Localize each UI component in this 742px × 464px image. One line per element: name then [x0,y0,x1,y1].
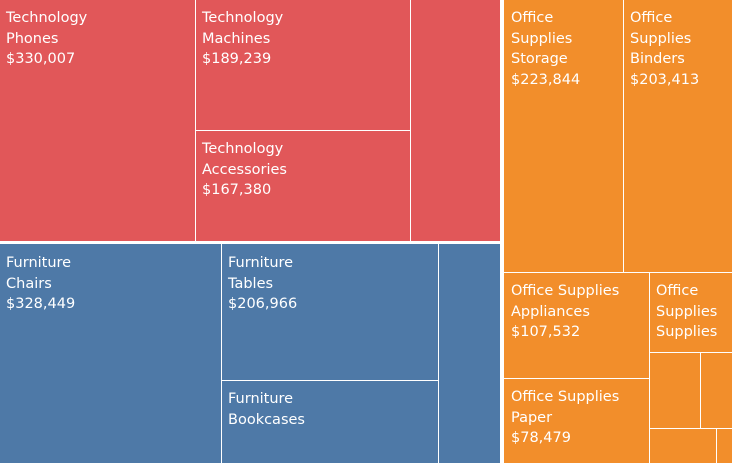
tile-line: Supplies [630,30,692,47]
tile-line: Paper [511,409,553,426]
tile-value: $206,966 [228,296,298,312]
tile-value: $167,380 [202,182,272,198]
category-divider [500,0,503,464]
tile-line: Furniture [6,255,72,271]
tile-office-binders[interactable]: Office Supplies Binders $203,413 [624,0,733,273]
tile-label: Furniture Bookcases [228,389,434,430]
tile-line: Tables [228,275,274,292]
tile-line: Technology [202,10,284,26]
tile-value: $223,844 [511,71,581,88]
tile-value: $189,239 [202,51,272,67]
tile-office-small-3[interactable] [650,429,717,464]
tile-label: Technology Phones $330,007 [6,8,191,70]
tile-label: Technology Machines $189,239 [202,8,406,70]
tile-line: Furniture [228,391,294,407]
tile-tech-unlabeled[interactable] [411,0,502,243]
tile-line: Chairs [6,275,52,292]
tile-office-supplies[interactable]: Office Supplies Supplies [650,273,733,353]
tile-line: Supplies [511,30,573,47]
tile-line: Supplies [656,303,718,320]
category-divider [0,241,502,244]
tile-line: Binders [630,51,685,67]
tile-office-small-1[interactable] [650,353,701,429]
tile-label: Office Supplies Paper $78,479 [511,387,645,449]
tile-value: $203,413 [630,71,700,88]
tile-value: $330,007 [6,51,76,67]
tile-line: Machines [202,30,271,47]
tile-line: Technology [202,141,284,157]
tile-label: Office Supplies Appliances $107,532 [511,281,645,343]
tile-tech-phones[interactable]: Technology Phones $330,007 [0,0,196,243]
tile-line: Furniture [228,255,294,271]
tile-label: Office Supplies Storage $223,844 [511,8,619,90]
tile-tech-machines[interactable]: Technology Machines $189,239 [196,0,411,131]
tile-line: Supplies [656,324,718,340]
tile-label: Office Supplies Binders $203,413 [630,8,728,90]
tile-line: Phones [6,30,59,47]
tile-furn-chairs[interactable]: Furniture Chairs $328,449 [0,243,222,464]
tile-office-small-4[interactable] [717,429,733,464]
tile-line: Office [656,283,699,299]
tile-line: Storage [511,51,568,67]
tile-line: Office [630,10,673,26]
tile-label: Furniture Tables $206,966 [228,253,434,315]
tile-label: Technology Accessories $167,380 [202,139,406,201]
tile-tech-accessories[interactable]: Technology Accessories $167,380 [196,131,411,243]
tile-line: Technology [6,10,88,26]
tile-office-paper[interactable]: Office Supplies Paper $78,479 [502,379,650,464]
tile-line: Office Supplies [511,389,620,405]
tile-label: Furniture Chairs $328,449 [6,253,217,315]
tile-furn-unlabeled[interactable] [439,243,502,464]
tile-office-small-2[interactable] [701,353,733,429]
tile-value: $78,479 [511,430,571,446]
tile-label: Office Supplies Supplies [656,281,728,343]
tile-line: Appliances [511,303,590,320]
tile-office-appliances[interactable]: Office Supplies Appliances $107,532 [502,273,650,379]
tile-line: Bookcases [228,411,305,428]
tile-line: Office Supplies [511,283,620,299]
tile-value: $107,532 [511,324,581,340]
tile-line: Accessories [202,161,287,178]
tile-value: $328,449 [6,296,76,312]
tile-furn-tables[interactable]: Furniture Tables $206,966 [222,243,439,381]
tile-line: Office [511,10,554,26]
tile-furn-bookcases[interactable]: Furniture Bookcases [222,381,439,464]
tile-office-storage[interactable]: Office Supplies Storage $223,844 [502,0,624,273]
